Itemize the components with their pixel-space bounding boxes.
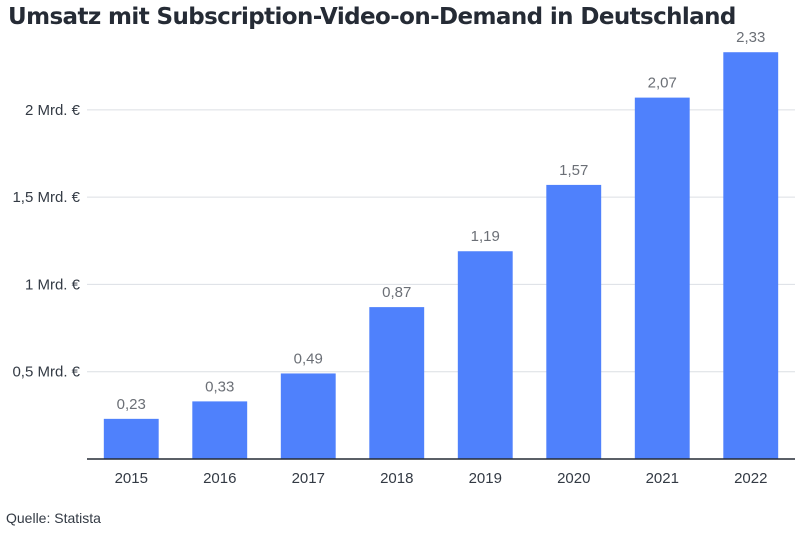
- bar-2018: [369, 307, 425, 459]
- data-label: 2,07: [648, 75, 677, 92]
- y-tick-label: 0,5 Mrd. €: [12, 364, 80, 381]
- x-tick-label: 2017: [292, 470, 325, 487]
- chart-title: Umsatz mit Subscription-Video-on-Demand …: [8, 4, 736, 30]
- data-label: 0,23: [117, 396, 146, 413]
- bar-2021: [634, 97, 690, 460]
- bar-2020: [546, 184, 602, 459]
- source-note: Quelle: Statista: [6, 510, 101, 526]
- bar-2022: [723, 52, 779, 460]
- y-tick-label: 1,5 Mrd. €: [12, 189, 80, 206]
- bars: [103, 52, 779, 460]
- bar-2019: [457, 251, 513, 459]
- x-tick-label: 2016: [203, 470, 236, 487]
- x-tick-label: 2020: [557, 470, 590, 487]
- bar-2017: [280, 373, 336, 459]
- bar-2016: [192, 401, 248, 459]
- data-label: 0,33: [205, 378, 234, 395]
- x-tick-label: 2015: [115, 470, 148, 487]
- data-label: 0,49: [294, 350, 323, 367]
- x-axis-ticks: 2015 2016 2017 2018 2019 2020 2021 2022: [115, 470, 768, 487]
- data-label: 1,19: [471, 228, 500, 245]
- y-tick-label: 1 Mrd. €: [25, 276, 81, 293]
- y-tick-label: 2 Mrd. €: [25, 102, 81, 119]
- data-labels: 0,23 0,33 0,49 0,87 1,19 1,57 2,07 2,33: [117, 29, 766, 413]
- bar-chart: 0,5 Mrd. € 1 Mrd. € 1,5 Mrd. € 2 Mrd. € 0,2…: [12, 29, 795, 487]
- x-tick-label: 2022: [734, 470, 767, 487]
- x-tick-label: 2019: [469, 470, 502, 487]
- data-label: 2,33: [736, 29, 765, 46]
- data-label: 1,57: [559, 162, 588, 179]
- x-tick-label: 2021: [646, 470, 679, 487]
- x-tick-label: 2018: [380, 470, 413, 487]
- data-label: 0,87: [382, 284, 411, 301]
- bar-2015: [103, 418, 159, 459]
- y-axis-ticks: 0,5 Mrd. € 1 Mrd. € 1,5 Mrd. € 2 Mrd. €: [12, 102, 80, 381]
